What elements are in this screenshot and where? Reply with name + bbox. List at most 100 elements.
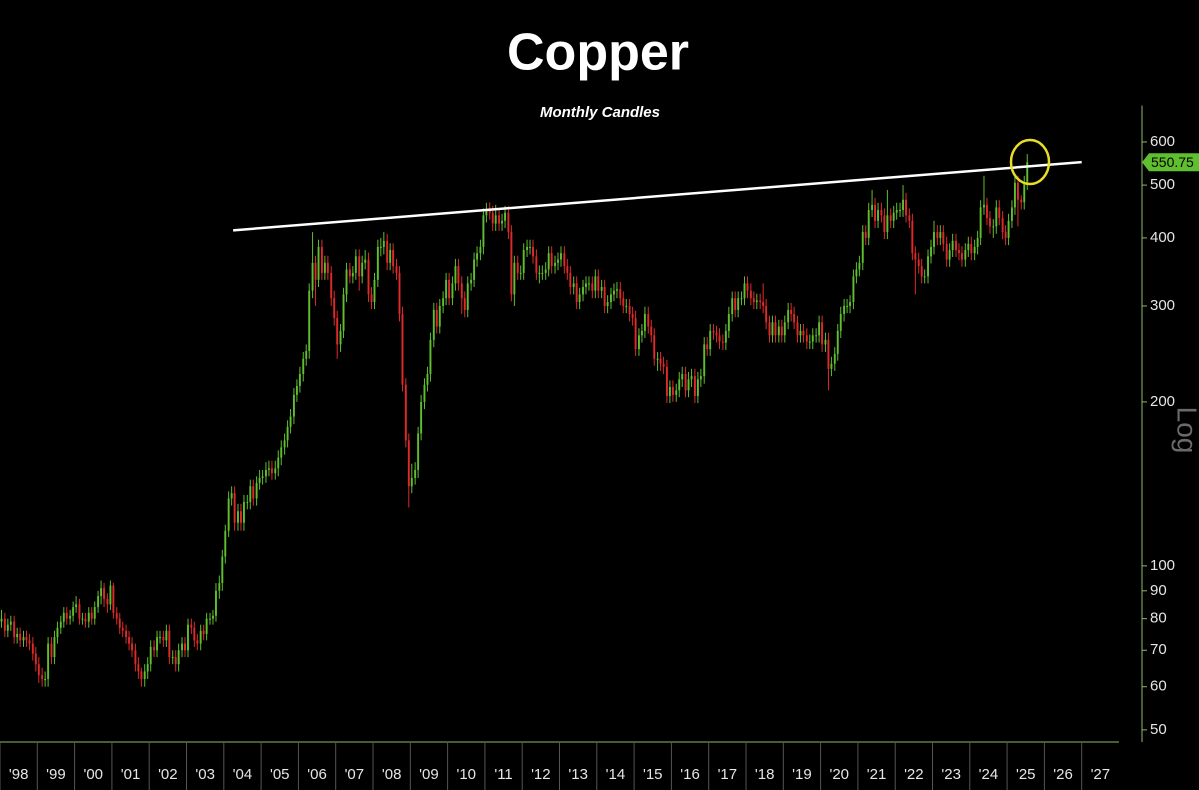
candle-body xyxy=(544,269,547,273)
candle-body xyxy=(395,266,398,273)
candle-body xyxy=(249,486,252,502)
candle-body xyxy=(578,294,581,303)
candle-body xyxy=(62,612,65,622)
candle-body xyxy=(59,621,62,628)
candle-body xyxy=(270,468,273,474)
candle-body xyxy=(861,232,864,263)
x-tick-label: '06 xyxy=(307,766,327,783)
candle-body xyxy=(572,283,575,288)
candle-body xyxy=(541,272,544,274)
candle-body xyxy=(880,210,883,216)
candle-body xyxy=(864,232,867,238)
candle-body xyxy=(457,266,460,284)
candle-body xyxy=(224,530,227,557)
candle-body xyxy=(311,262,314,291)
candle-body xyxy=(690,376,693,380)
candle-body xyxy=(184,643,186,651)
candle-body xyxy=(242,501,245,523)
candle-body xyxy=(209,618,211,620)
candle-body xyxy=(846,305,849,307)
candle-body xyxy=(75,604,78,608)
candle-body xyxy=(274,468,277,474)
candle-body xyxy=(118,618,121,628)
candle-body xyxy=(277,457,280,469)
candle-body xyxy=(802,330,805,336)
candle-body xyxy=(410,477,413,487)
candle-body xyxy=(470,279,473,284)
candle-body xyxy=(874,204,877,221)
candle-body xyxy=(417,433,420,470)
candle-body xyxy=(215,590,217,616)
candle-body xyxy=(445,279,448,299)
candle-body xyxy=(438,305,441,327)
candle-body xyxy=(737,298,740,310)
candle-body xyxy=(376,246,379,280)
candle-body xyxy=(902,199,904,211)
candle-body xyxy=(401,313,404,385)
y-tick-label: 400 xyxy=(1150,229,1175,246)
candle-body xyxy=(171,657,174,659)
candle-body xyxy=(298,374,301,386)
candle-body xyxy=(883,215,886,233)
candle-body xyxy=(1001,218,1004,233)
candle-body xyxy=(174,657,177,665)
candle-body xyxy=(597,276,600,291)
candle-body xyxy=(146,664,149,672)
candle-body xyxy=(162,637,165,641)
candle-body xyxy=(103,588,106,599)
candle-body xyxy=(370,294,373,303)
candle-body xyxy=(205,618,208,634)
candle-body xyxy=(582,287,584,295)
candle-body xyxy=(72,607,75,616)
candle-body xyxy=(911,220,914,254)
candle-body xyxy=(665,366,668,397)
candle-body xyxy=(364,259,367,263)
candle-body xyxy=(727,313,730,331)
candle-body xyxy=(295,385,298,395)
candle-body xyxy=(942,232,945,244)
candle-body xyxy=(0,618,3,622)
candle-body xyxy=(920,266,923,277)
candle-body xyxy=(181,643,183,651)
candle-body xyxy=(790,309,793,314)
candle-body xyxy=(498,215,501,224)
candle-body xyxy=(818,322,821,336)
candle-body xyxy=(510,232,513,295)
candle-body xyxy=(622,298,625,306)
x-tick-label: '12 xyxy=(531,766,551,783)
candle-body xyxy=(233,493,236,523)
x-tick-label: '05 xyxy=(270,766,290,783)
candle-body xyxy=(348,269,351,277)
x-tick-label: '01 xyxy=(121,766,141,783)
candle-body xyxy=(833,353,836,364)
candle-body xyxy=(53,637,56,658)
candle-body xyxy=(429,339,432,375)
candle-body xyxy=(958,250,960,254)
candle-body xyxy=(519,272,522,274)
candle-body xyxy=(1023,182,1026,203)
candle-body xyxy=(783,322,786,336)
candle-body xyxy=(889,215,892,221)
chart-title: Copper xyxy=(507,24,689,82)
candle-body xyxy=(945,243,948,260)
candle-body xyxy=(712,330,715,333)
candle-body xyxy=(774,322,777,336)
candle-body xyxy=(983,204,985,208)
candle-body xyxy=(305,350,308,359)
candle-body xyxy=(121,627,124,631)
candle-body xyxy=(494,215,497,224)
candle-body xyxy=(755,300,758,303)
candle-body xyxy=(190,624,193,628)
candle-body xyxy=(109,585,112,605)
candle-body xyxy=(442,298,445,306)
candle-body xyxy=(153,646,156,651)
candle-body xyxy=(780,326,783,336)
candle-body xyxy=(199,630,202,644)
candle-body xyxy=(1007,220,1010,238)
scale-label: Log xyxy=(1172,407,1199,454)
candle-body xyxy=(979,207,982,238)
candle-body xyxy=(615,289,618,291)
candle-body xyxy=(777,326,780,336)
candle-body xyxy=(6,624,9,631)
candle-body xyxy=(927,256,929,277)
